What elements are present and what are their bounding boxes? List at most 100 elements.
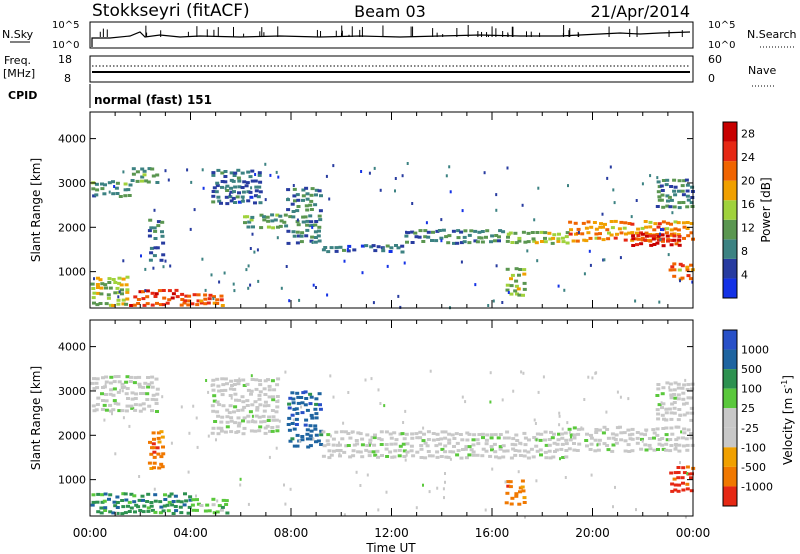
velocity-cell (261, 414, 266, 418)
power-cell (271, 226, 276, 230)
velocity-cell (338, 454, 342, 458)
power-noise (601, 212, 604, 216)
power-colorbar-tick-label: 20 (741, 175, 755, 188)
velocity-cell (677, 443, 682, 447)
power-noise (152, 266, 155, 270)
velocity-cell (228, 387, 233, 391)
velocity-cell (292, 407, 297, 411)
velocity-cell (657, 442, 662, 446)
power-cell (317, 214, 322, 218)
velocity-cell (215, 400, 220, 404)
velocity-noise (442, 487, 445, 491)
power-cell (94, 182, 99, 186)
power-cell (652, 243, 657, 246)
velocity-noise (684, 378, 687, 382)
velocity-cell (156, 431, 161, 435)
velocity-cell (681, 444, 686, 448)
power-cell (295, 209, 300, 213)
velocity-cell (375, 449, 380, 453)
power-cell (225, 202, 230, 206)
power-cell (603, 222, 607, 226)
power-cell (196, 293, 201, 297)
power-noise (247, 264, 250, 268)
power-cell (505, 288, 510, 292)
velocity-cell (314, 412, 319, 416)
velocity-noise (205, 379, 208, 382)
velocity-cell (623, 439, 628, 443)
velocity-noise (524, 515, 526, 519)
velocity-cell (178, 505, 183, 509)
velocity-noise (464, 400, 467, 404)
velocity-cell (236, 416, 241, 420)
power-cell (309, 239, 314, 243)
velocity-cell (674, 438, 679, 442)
power-noise (406, 162, 409, 165)
velocity-cell (236, 409, 241, 412)
power-colorbar-tick-label: 12 (741, 222, 755, 235)
velocity-noise (377, 388, 380, 392)
power-noise (169, 264, 172, 268)
power-cell (292, 194, 297, 198)
power-cell (158, 303, 163, 307)
power-cell (668, 205, 673, 209)
velocity-cell (109, 409, 113, 413)
power-cell (689, 201, 694, 205)
velocity-cell (596, 442, 601, 446)
velocity-cell (313, 407, 318, 411)
velocity-cell (426, 450, 431, 453)
power-cell (100, 182, 104, 186)
velocity-cell (589, 436, 594, 440)
power-cell (98, 278, 103, 282)
velocity-noise (312, 437, 315, 441)
velocity-noise (558, 411, 561, 415)
power-cell (279, 219, 284, 223)
velocity-cell (622, 431, 627, 435)
power-cell (303, 215, 308, 219)
power-noise (251, 232, 254, 236)
velocity-cell (233, 392, 238, 396)
velocity-cell (662, 417, 666, 421)
power-noise (276, 236, 279, 240)
velocity-cell (452, 445, 456, 448)
power-cell (601, 238, 606, 242)
power-cell (676, 189, 681, 193)
velocity-cell (455, 441, 460, 445)
velocity-cell (150, 375, 155, 379)
power-colorbar-segment (723, 278, 737, 298)
power-cell (543, 240, 548, 244)
velocity-noise (402, 421, 405, 424)
velocity-cell (254, 414, 259, 418)
velocity-cell (655, 408, 660, 412)
velocity-cell (661, 447, 666, 451)
power-cell (441, 228, 446, 232)
velocity-colorbar-segment (723, 349, 737, 370)
power-cell (396, 246, 401, 250)
velocity-cell (493, 450, 498, 454)
velocity-cell (560, 436, 565, 440)
velocity-cell (151, 442, 156, 446)
velocity-cell (132, 500, 137, 504)
velocity-cell (415, 436, 420, 440)
power-cell (257, 185, 262, 189)
velocity-cell (484, 438, 489, 442)
power-cell (248, 190, 253, 194)
velocity-cell (368, 438, 373, 442)
velocity-cell (167, 500, 172, 504)
power-noise (193, 208, 196, 212)
velocity-cell (471, 450, 476, 454)
velocity-cell (102, 499, 107, 503)
velocity-noise (377, 508, 380, 512)
velocity-cell (123, 511, 128, 515)
velocity-cell (211, 426, 216, 430)
velocity-cell (133, 376, 138, 380)
velocity-cell (467, 445, 472, 449)
freq-label-1: Freq. (4, 54, 31, 67)
power-cell (153, 229, 158, 233)
velocity-cell (300, 411, 305, 415)
power-noise (298, 298, 301, 302)
power-cell (509, 284, 514, 288)
power-cell (123, 194, 128, 198)
power-cell (676, 221, 681, 225)
power-cell (669, 198, 674, 202)
power-noise (588, 249, 591, 253)
